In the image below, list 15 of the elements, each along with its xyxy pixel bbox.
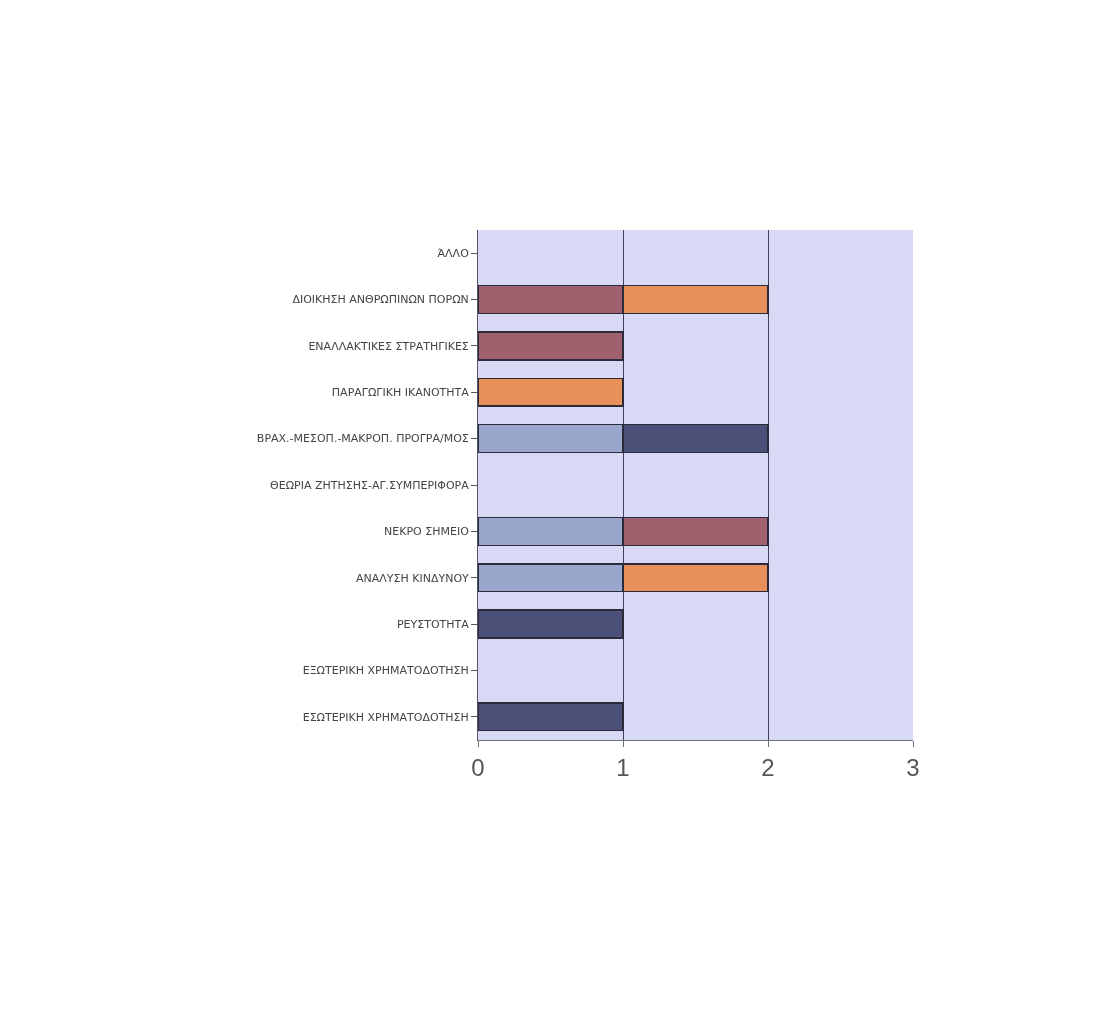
x-tick-label: 3 xyxy=(906,753,920,781)
y-tick-label: ΆΛΛΟ xyxy=(437,247,470,261)
y-tick-label: ΠΑΡΑΓΩΓΙΚΗ ΙΚΑΝΟΤΗΤΑ xyxy=(331,386,470,400)
x-tick-label: 2 xyxy=(761,753,775,781)
x-tick-label: 1 xyxy=(616,753,630,781)
x-tick-label: 0 xyxy=(471,753,485,781)
y-tick-label: ΝΕΚΡΟ ΣΗΜΕΙΟ xyxy=(384,525,470,539)
y-tick-label: ΔΙΟΙΚΗΣΗ ΑΝΘΡΩΠΙΝΩΝ ΠΟΡΩΝ xyxy=(292,293,469,307)
y-tick-label: ΒΡΑΧ.-ΜΕΣΟΠ.-ΜΑΚΡΟΠ. ΠΡΟΓΡΑ/ΜΟΣ xyxy=(256,432,469,446)
y-tick-label: ΘΕΩΡΙΑ ΖΗΤΗΣΗΣ-ΑΓ.ΣΥΜΠΕΡΙΦΟΡΑ xyxy=(270,478,470,492)
y-tick-label: ΕΞΩΤΕΡΙΚΗ ΧΡΗΜΑΤΟΔΟΤΗΣΗ xyxy=(302,664,469,678)
y-tick-label: ΕΝΑΛΛΑΚΤΙΚΕΣ ΣΤΡΑΤΗΓΙΚΕΣ xyxy=(308,339,469,353)
y-tick-label: ΕΣΩΤΕΡΙΚΗ ΧΡΗΜΑΤΟΔΟΤΗΣΗ xyxy=(302,710,469,724)
y-tick-label: ΑΝΑΛΥΣΗ ΚΙΝΔΥΝΟΥ xyxy=(356,571,470,585)
y-tick-label: ΡΕΥΣΤΟΤΗΤΑ xyxy=(396,617,470,631)
